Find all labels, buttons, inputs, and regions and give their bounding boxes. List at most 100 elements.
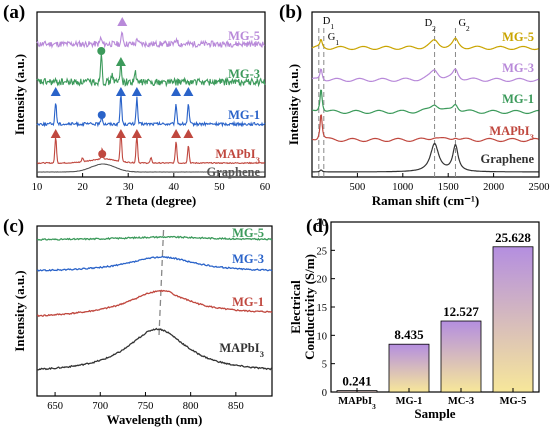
- bar-value-label: 25.628: [495, 230, 531, 245]
- plot-frame-a: [36, 11, 266, 178]
- series-line-a-1: [36, 53, 266, 88]
- x-tick-label-a: 60: [260, 182, 271, 193]
- bar-value-label: 12.527: [443, 304, 479, 319]
- series-line-b-2: [311, 89, 539, 115]
- x-axis-label-d: Sample: [414, 406, 455, 421]
- x-axis-label-c: Wavelength (nm): [107, 412, 203, 427]
- category-label-d: MC-3: [448, 396, 474, 407]
- series-line-b-3: [311, 114, 539, 143]
- series-label-b-1: MG-3: [502, 61, 534, 75]
- peak-shift-guide-c: [158, 229, 165, 336]
- peak-annotation-b: D1: [323, 16, 335, 31]
- y-tick-label-d: 15: [317, 303, 328, 314]
- series-label-c-0: MG-5: [232, 226, 264, 240]
- x-tick-label-c: 650: [47, 401, 63, 412]
- x-tick-label-a: 20: [77, 182, 88, 193]
- bar: [492, 246, 534, 393]
- bar-value-label: 8.435: [394, 327, 424, 342]
- category-label-d: MG-1: [396, 396, 423, 407]
- bar-value-label: 0.241: [342, 374, 371, 389]
- y-tick-label-d: 30: [317, 218, 328, 229]
- triangle-marker-a: [131, 87, 142, 96]
- y-tick-label-d: 10: [317, 331, 328, 342]
- category-label-d: MG-5: [500, 396, 527, 407]
- series-line-c-1: [36, 255, 273, 272]
- series-line-b-4: [312, 142, 539, 173]
- x-tick-label-a: 30: [123, 182, 134, 193]
- x-tick-label-c: 850: [228, 401, 244, 412]
- series-label-a-4: Graphene: [207, 165, 261, 179]
- triangle-marker-a: [117, 17, 128, 26]
- series-label-c-1: MG-3: [232, 252, 264, 266]
- x-tick-label-b: 2500: [529, 182, 550, 193]
- category-label-d: MAPbI3: [338, 396, 376, 411]
- series-label-a-1: MG-3: [228, 67, 260, 81]
- bar: [388, 343, 430, 393]
- triangle-marker-a: [171, 129, 182, 138]
- x-tick-label-a: 40: [169, 182, 180, 193]
- peak-annotation-b: G1: [328, 32, 340, 47]
- triangle-marker-a: [115, 57, 126, 66]
- series-line-c-2: [36, 289, 273, 318]
- y-axis-label-a: Intensity (a.u.): [12, 54, 27, 135]
- circle-marker-a: [97, 47, 106, 55]
- peak-annotation-b: D2: [425, 18, 437, 33]
- y-tick-label-d: 5: [322, 360, 327, 371]
- triangle-marker-a: [50, 129, 61, 138]
- x-axis-label-a: 2 Theta (degree): [106, 193, 197, 208]
- series-line-c-3: [36, 327, 273, 371]
- plot-frame-c: [36, 225, 273, 397]
- series-label-a-0: MG-5: [228, 29, 260, 43]
- circle-marker-a: [97, 111, 106, 119]
- plot-frame-b: [311, 11, 540, 178]
- series-label-c-2: MG-1: [232, 295, 264, 309]
- x-tick-label-c: 750: [138, 401, 154, 412]
- series-label-a-2: MG-1: [228, 108, 260, 122]
- x-tick-label-b: 500: [350, 182, 366, 193]
- triangle-marker-a: [115, 87, 126, 96]
- series-line-a-0: [36, 30, 266, 49]
- x-tick-label-b: 1000: [392, 182, 413, 193]
- peak-annotation-b: G2: [458, 18, 470, 33]
- triangle-marker-a: [50, 87, 61, 96]
- series-line-a-4: [36, 163, 265, 173]
- x-axis-label-b: Raman shift (cm⁻¹): [372, 193, 480, 208]
- y-axis-label-b: Intensity (a.u.): [286, 64, 301, 145]
- x-tick-label-c: 700: [92, 401, 108, 412]
- panel-label-a: (a): [3, 2, 25, 23]
- triangle-marker-a: [171, 87, 182, 96]
- y-tick-label-d: 20: [317, 275, 328, 286]
- series-line-c-0: [36, 235, 273, 241]
- x-tick-label-a: 10: [32, 182, 43, 193]
- panel-label-b: (b): [279, 2, 302, 23]
- x-tick-label-c: 800: [183, 401, 199, 412]
- circle-marker-a: [98, 150, 107, 158]
- triangle-marker-a: [115, 129, 126, 138]
- triangle-marker-a: [131, 129, 142, 138]
- panel-label-c: (c): [3, 216, 24, 237]
- series-line-a-2: [36, 95, 266, 128]
- x-tick-label-b: 1500: [438, 182, 459, 193]
- x-tick-label-a: 50: [214, 182, 225, 193]
- y-tick-label-d: 0: [322, 388, 327, 399]
- triangle-marker-a: [183, 87, 194, 96]
- series-line-b-1: [311, 68, 539, 83]
- x-tick-label-b: 2000: [483, 182, 504, 193]
- y-tick-label-d: 25: [317, 246, 328, 257]
- series-line-b-0: [311, 37, 539, 51]
- series-label-b-3: MAPbI3: [489, 124, 534, 142]
- y-axis-label-d-1: Electrical: [288, 280, 303, 334]
- bar: [440, 320, 482, 393]
- triangle-marker-a: [183, 129, 194, 138]
- series-label-b-4: Graphene: [481, 152, 535, 166]
- series-label-a-3: MAPbI3: [215, 147, 260, 165]
- series-label-b-0: MG-5: [502, 30, 534, 44]
- series-label-b-2: MG-1: [502, 92, 534, 106]
- panel-label-d: (d): [306, 216, 329, 237]
- series-line-a-3: [37, 132, 266, 165]
- series-label-c-3: MAPbI3: [219, 341, 264, 359]
- y-axis-label-d-2: Conductivity (S/m): [302, 254, 317, 360]
- y-axis-label-c: Intensity (a.u.): [12, 270, 27, 351]
